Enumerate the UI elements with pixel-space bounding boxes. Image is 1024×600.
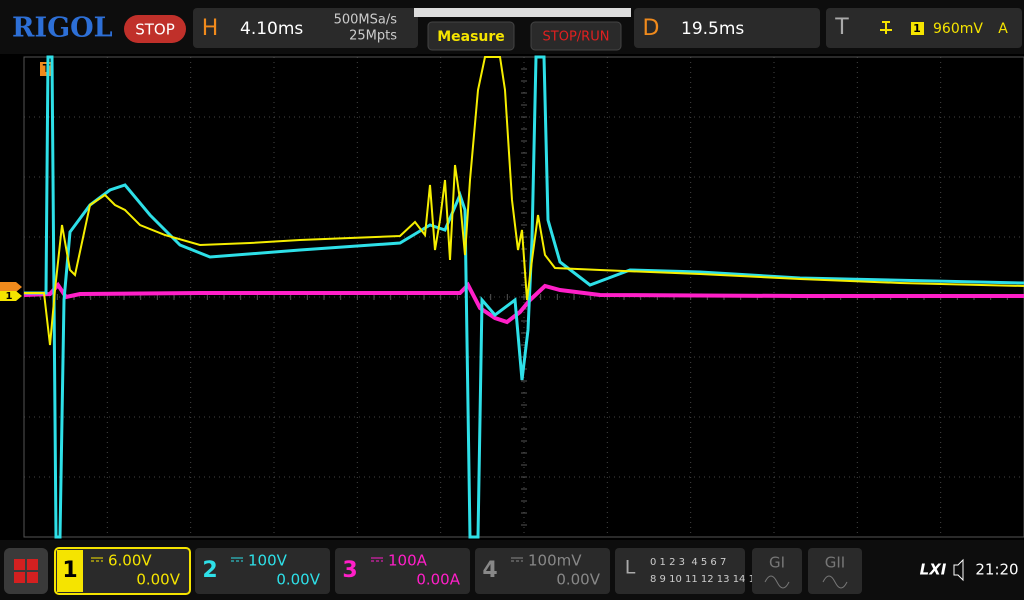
channel-panel[interactable]	[475, 548, 610, 594]
math-gii: GII	[825, 554, 845, 572]
channel-number: 4	[482, 558, 497, 583]
channel-offset: 0.00V	[556, 571, 600, 589]
channel-offset: 0.00V	[136, 571, 180, 589]
delay-label: D	[643, 16, 660, 41]
math-gi-wave	[764, 575, 790, 589]
trigger-label: T	[834, 15, 849, 40]
coupling-icon	[91, 557, 103, 562]
brand: RIGOL	[12, 13, 113, 44]
math-gii-panel[interactable]	[808, 548, 862, 594]
channel-offset: 0.00V	[276, 571, 320, 589]
trigger-level: 960mV	[933, 21, 983, 37]
channel-number: 1	[62, 558, 77, 583]
coupling-icon	[511, 557, 523, 562]
trigger-mode: A	[998, 21, 1008, 37]
lxi: LXI	[920, 561, 947, 579]
horizontal-label: H	[202, 16, 219, 41]
channel-panel[interactable]	[335, 548, 470, 594]
ch1-ground-marker	[0, 291, 22, 301]
trigger-edge-icon	[880, 21, 892, 34]
menu-button[interactable]	[4, 548, 48, 594]
channel-number-bg	[57, 550, 83, 592]
trigger-source: 1	[913, 22, 921, 35]
ch1-ground-label: 1	[6, 291, 13, 302]
graticule-border	[23, 56, 1024, 538]
channel-scale: 6.00V	[108, 552, 152, 570]
coupling-icon	[371, 557, 383, 562]
channel-scale: 100A	[388, 552, 428, 570]
channel-number: 3	[342, 558, 357, 583]
horizontal-panel[interactable]	[193, 8, 418, 48]
channel-number: 2	[202, 558, 217, 583]
clock: 21:20	[975, 561, 1018, 579]
channel-panel[interactable]	[54, 547, 191, 595]
sample-rate: 500MSa/s	[334, 13, 398, 28]
measure-button-bg[interactable]	[427, 21, 515, 51]
menu-icon	[14, 559, 38, 583]
logic-panel[interactable]	[615, 548, 745, 594]
channel-offset: 0.00A	[416, 571, 460, 589]
delay-panel[interactable]	[634, 8, 820, 48]
logic-row1: 0 1 2 3 4 5 6 7	[650, 557, 726, 568]
memory-bar	[414, 8, 631, 17]
trigger-level-marker	[0, 282, 22, 292]
measure-button[interactable]: Measure	[437, 29, 505, 45]
channel-panel[interactable]	[195, 548, 330, 594]
run-button[interactable]: STOP/RUN	[543, 30, 610, 45]
channel-scale: 100V	[248, 552, 288, 570]
channel-scale: 100mV	[528, 552, 582, 570]
delay-value: 19.5ms	[681, 19, 744, 39]
timebase: 4.10ms	[240, 19, 303, 39]
math-gi: GI	[769, 554, 785, 572]
coupling-icon	[231, 557, 243, 562]
memory-depth: 25Mpts	[349, 29, 397, 44]
run-button-bg[interactable]	[530, 21, 622, 51]
math-gii-wave	[822, 575, 848, 589]
status-badge	[124, 15, 186, 43]
logic-label: L	[625, 557, 636, 579]
ch1-waveform	[24, 56, 1024, 346]
logic-row2: 8 9 10 11 12 13 14 15	[650, 574, 761, 585]
trigger-source-badge	[911, 22, 924, 35]
math-gi-panel[interactable]	[752, 548, 802, 594]
speaker-icon[interactable]	[953, 558, 964, 582]
status: STOP	[135, 21, 175, 39]
